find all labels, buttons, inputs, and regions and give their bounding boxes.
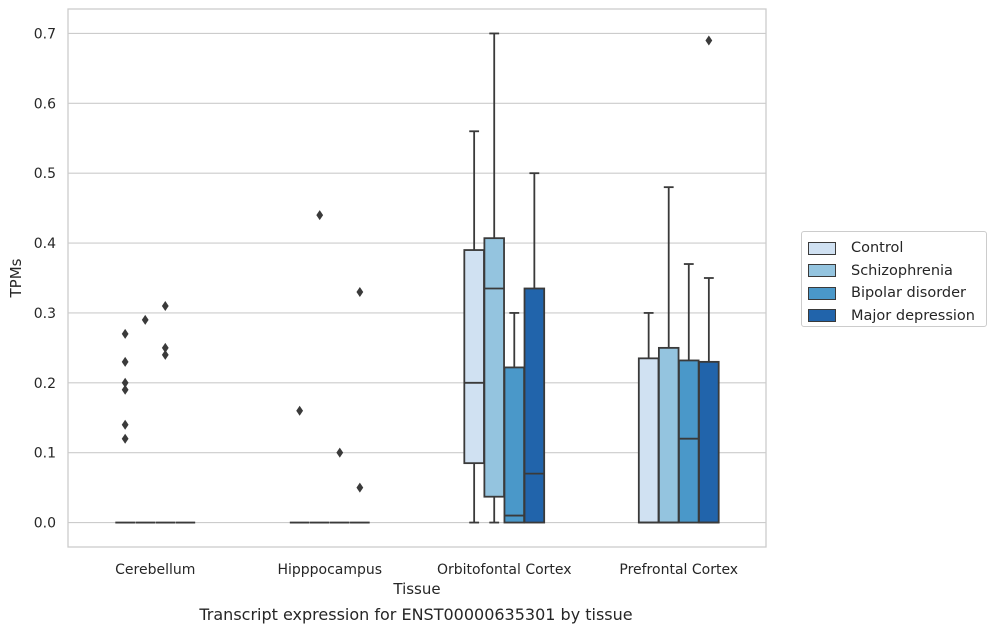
x-tick-labels: Cerebellum Hipppocampus Orbitofontal Corte… <box>115 562 738 578</box>
outlier-point <box>336 447 344 458</box>
legend-item: Schizophrenia <box>808 260 986 283</box>
y-tick-label: 0.6 <box>34 96 56 112</box>
box-body <box>637 357 660 524</box>
outlier-point <box>121 384 129 395</box>
legend-label: Control <box>851 240 904 257</box>
legend-label: Major depression <box>851 307 975 324</box>
x-tick-label: Hipppocampus <box>277 562 382 578</box>
y-tick-label: 0.4 <box>34 236 56 252</box>
legend-item: Major depression <box>808 305 986 328</box>
y-tick-label: 0.1 <box>34 446 56 462</box>
box-bipolar-disorder <box>503 312 526 524</box>
box-body <box>523 287 546 524</box>
outlier-point <box>121 433 129 444</box>
box-body <box>463 249 485 465</box>
outlier-point <box>121 328 129 339</box>
y-tick-labels: 0.0 0.1 0.2 0.3 0.4 0.5 0.6 0.7 <box>34 26 56 531</box>
x-tick-label: Prefrontal Cortex <box>619 562 738 578</box>
box-body <box>483 237 505 498</box>
legend: Control Schizophrenia Bipolar disorder Majo… <box>801 231 987 327</box>
x-tick-label: Orbitofontal Cortex <box>437 562 572 578</box>
legend-item: Bipolar disorder <box>808 282 986 305</box>
x-tick-label: Cerebellum <box>115 562 195 578</box>
plot-frame <box>67 8 767 548</box>
outlier-point <box>356 286 364 297</box>
box-control <box>637 312 660 524</box>
outliers <box>121 35 713 493</box>
outlier-point <box>161 300 169 311</box>
legend-label: Bipolar disorder <box>851 285 966 302</box>
x-axis-label: Tissue <box>392 580 440 598</box>
box-body <box>657 346 680 524</box>
box-major-depression <box>698 277 720 524</box>
box-major-depression <box>523 172 546 524</box>
legend-swatch <box>808 286 836 300</box>
outlier-point <box>161 349 169 360</box>
legend-swatch <box>808 264 836 278</box>
legend-swatch <box>808 309 836 323</box>
box-body <box>698 360 720 524</box>
chart-title: Transcript expression for ENST0000063530… <box>199 605 633 624</box>
y-axis-label: TPMs <box>7 258 25 298</box>
outlier-point <box>296 405 304 416</box>
box-control <box>463 130 485 524</box>
gridlines <box>68 32 766 524</box>
outlier-point <box>356 482 364 493</box>
legend-swatch <box>808 241 836 255</box>
outlier-point <box>316 210 324 221</box>
y-tick-label: 0.0 <box>34 516 56 532</box>
boxes <box>115 32 720 524</box>
y-tick-label: 0.2 <box>34 376 56 392</box>
box-bipolar-disorder <box>678 263 700 524</box>
outlier-point <box>141 314 149 325</box>
box-body <box>678 359 700 524</box>
legend-label: Schizophrenia <box>851 262 953 279</box>
outlier-point <box>121 377 129 388</box>
legend-item: Control <box>808 237 986 260</box>
box-schizophrenia <box>657 186 680 524</box>
y-tick-label: 0.5 <box>34 166 56 182</box>
box-schizophrenia <box>483 32 505 524</box>
y-tick-label: 0.3 <box>34 306 56 322</box>
outlier-point <box>121 419 129 430</box>
outlier-point <box>121 356 129 367</box>
outlier-point <box>161 342 169 353</box>
box-body <box>503 366 526 524</box>
outlier-point <box>705 35 713 46</box>
y-tick-label: 0.7 <box>34 26 56 42</box>
